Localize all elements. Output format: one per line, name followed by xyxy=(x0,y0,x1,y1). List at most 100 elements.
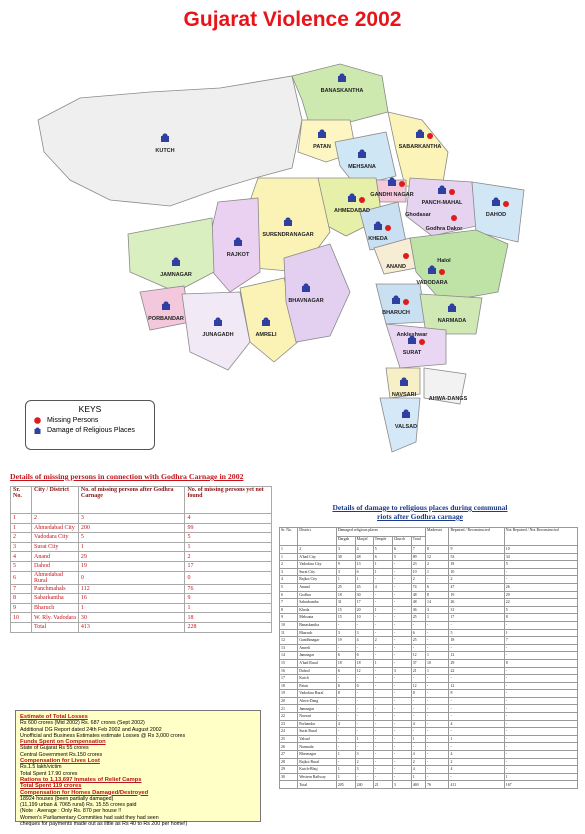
table-cell: 4 xyxy=(354,636,374,645)
table-cell: - xyxy=(391,658,412,668)
table-cell: Dahod xyxy=(297,666,337,676)
icon-body xyxy=(348,196,356,202)
table-row: 25 Valsad -1- -1-1- xyxy=(278,734,579,744)
table-cell: - xyxy=(448,742,505,752)
table-cell: - xyxy=(425,772,450,782)
table-cell: 1 xyxy=(184,602,272,614)
table-cell: - xyxy=(425,643,450,653)
table-row: 28 Rajkot Rural -2- -2-2- xyxy=(278,757,579,767)
table-cell: W. Rly. Vadodara xyxy=(30,612,79,623)
table-cell: 30 xyxy=(354,590,374,600)
header-cell: Sr. No. xyxy=(278,527,299,546)
table-cell: Amreli xyxy=(297,643,337,653)
section-line: (11,199 urban & 7065 rural) Rs. 15.55 cr… xyxy=(20,802,137,809)
map: KUTCH BANASKANTHA PATAN MEHSANA SABARKANTHA G… xyxy=(37,63,525,453)
table-cell: 21 xyxy=(278,704,299,714)
table-cell: - xyxy=(391,620,412,630)
icon-body xyxy=(402,412,410,418)
section-line: Total Spent 17.90 crores xyxy=(20,770,78,777)
table-cell: - xyxy=(372,674,393,683)
table-cell: 413 xyxy=(77,621,186,633)
table-cell: - xyxy=(410,696,427,706)
icon-dome xyxy=(429,265,435,271)
section-line: Central Government Rs.150 crores xyxy=(20,751,103,758)
icon-body xyxy=(161,136,169,142)
key-item: Damage of Religious Places xyxy=(34,427,154,434)
table-cell: 2 xyxy=(425,560,450,569)
table-cell: 8 xyxy=(503,658,579,668)
religious-place-icon xyxy=(214,317,222,326)
table-row: 7 Panchmahals 112 76 xyxy=(10,583,272,595)
table-cell: 14 xyxy=(278,651,299,660)
table-cell: Anand xyxy=(297,582,337,592)
table-cell xyxy=(10,621,32,633)
district-label: NARMADA xyxy=(438,318,466,324)
table-row: Total 205 240 21 3 469 76 411 167 xyxy=(278,780,579,789)
section-line: Additional DG Report dated 24th Feb 2002… xyxy=(20,726,162,733)
table-cell: Surat City xyxy=(297,567,337,577)
table-cell: - xyxy=(391,681,412,691)
table-cell: 74 xyxy=(410,582,427,592)
table-row: 10 W. Rly. Vadodara 30 18 xyxy=(10,612,272,623)
table-cell: Surat City xyxy=(30,541,79,553)
section-heading: Funds Spent on Compensation xyxy=(20,739,106,746)
icon-dome xyxy=(319,129,325,135)
table-cell: - xyxy=(425,689,450,698)
religious-place-icon xyxy=(448,303,456,312)
table-cell: 18 xyxy=(278,681,299,691)
table-cell: 2 xyxy=(30,513,79,524)
table-cell: 1 xyxy=(372,567,393,577)
table-cell: 2 xyxy=(184,551,272,562)
table-cell: 240 xyxy=(354,780,374,789)
header-cell: Repaired / Reconstructed xyxy=(448,527,505,546)
table-cell: - xyxy=(503,575,579,584)
table-cell: 1 xyxy=(372,658,393,668)
table-cell: 10 xyxy=(425,658,450,668)
table-cell: - xyxy=(425,674,450,683)
table-row: 13 Amreli - - - - - - - - xyxy=(278,643,579,653)
region xyxy=(387,111,449,189)
table-cell: 2 xyxy=(278,560,299,569)
table-cell: 2 xyxy=(448,757,505,767)
table-cell: 2 xyxy=(10,532,32,543)
district-label: AHWA-DANGS xyxy=(429,396,468,402)
table-cell: 4 xyxy=(372,582,393,592)
table-cell: - xyxy=(448,643,505,653)
icon-dome xyxy=(263,317,269,323)
table-cell: - xyxy=(354,719,374,729)
table-cell: 17 xyxy=(448,613,505,622)
table-cell: 30 xyxy=(77,612,186,623)
table-cell: 1 xyxy=(335,765,356,774)
table-cell: 5 xyxy=(503,605,579,615)
table-cell: 1 xyxy=(184,541,272,553)
icon-dome xyxy=(493,197,499,203)
table-cell: - xyxy=(425,704,450,714)
icon-dome xyxy=(409,335,415,341)
table-cell: - xyxy=(372,620,393,630)
table-cell: - xyxy=(425,734,450,744)
table-cell: - xyxy=(372,681,393,691)
table-cell: 2 xyxy=(354,757,374,767)
table-cell: 9 xyxy=(335,560,356,569)
table-cell: Bharuch xyxy=(297,628,337,638)
table-cell: - xyxy=(425,628,450,638)
table-row: 2 Vadodara City 5 5 xyxy=(10,532,272,543)
religious-place-icon xyxy=(262,317,270,326)
table-cell: 23 xyxy=(278,719,299,729)
table-row: 1 2 3 4 5 6 7 8 9 10 xyxy=(278,545,579,554)
table-cell: - xyxy=(335,696,356,706)
table-row: 10 Banaskantha - - - - - - - - xyxy=(278,620,579,630)
table-cell: 3 xyxy=(425,605,450,615)
icon-body xyxy=(400,380,408,386)
table-cell: - xyxy=(391,598,412,607)
table-cell: - xyxy=(503,681,579,691)
icon-dome xyxy=(303,283,309,289)
table-cell: 1 xyxy=(410,772,427,782)
table-row: 3 Surat City 3 6 1-10 1 10- xyxy=(278,567,579,577)
table-cell: 6 xyxy=(335,681,356,691)
table-cell: 30 xyxy=(278,772,299,782)
table-cell: - xyxy=(372,704,393,714)
table-cell: 1 xyxy=(354,734,374,744)
table-cell: 20 xyxy=(278,696,299,706)
table-cell: 15 xyxy=(335,605,356,615)
